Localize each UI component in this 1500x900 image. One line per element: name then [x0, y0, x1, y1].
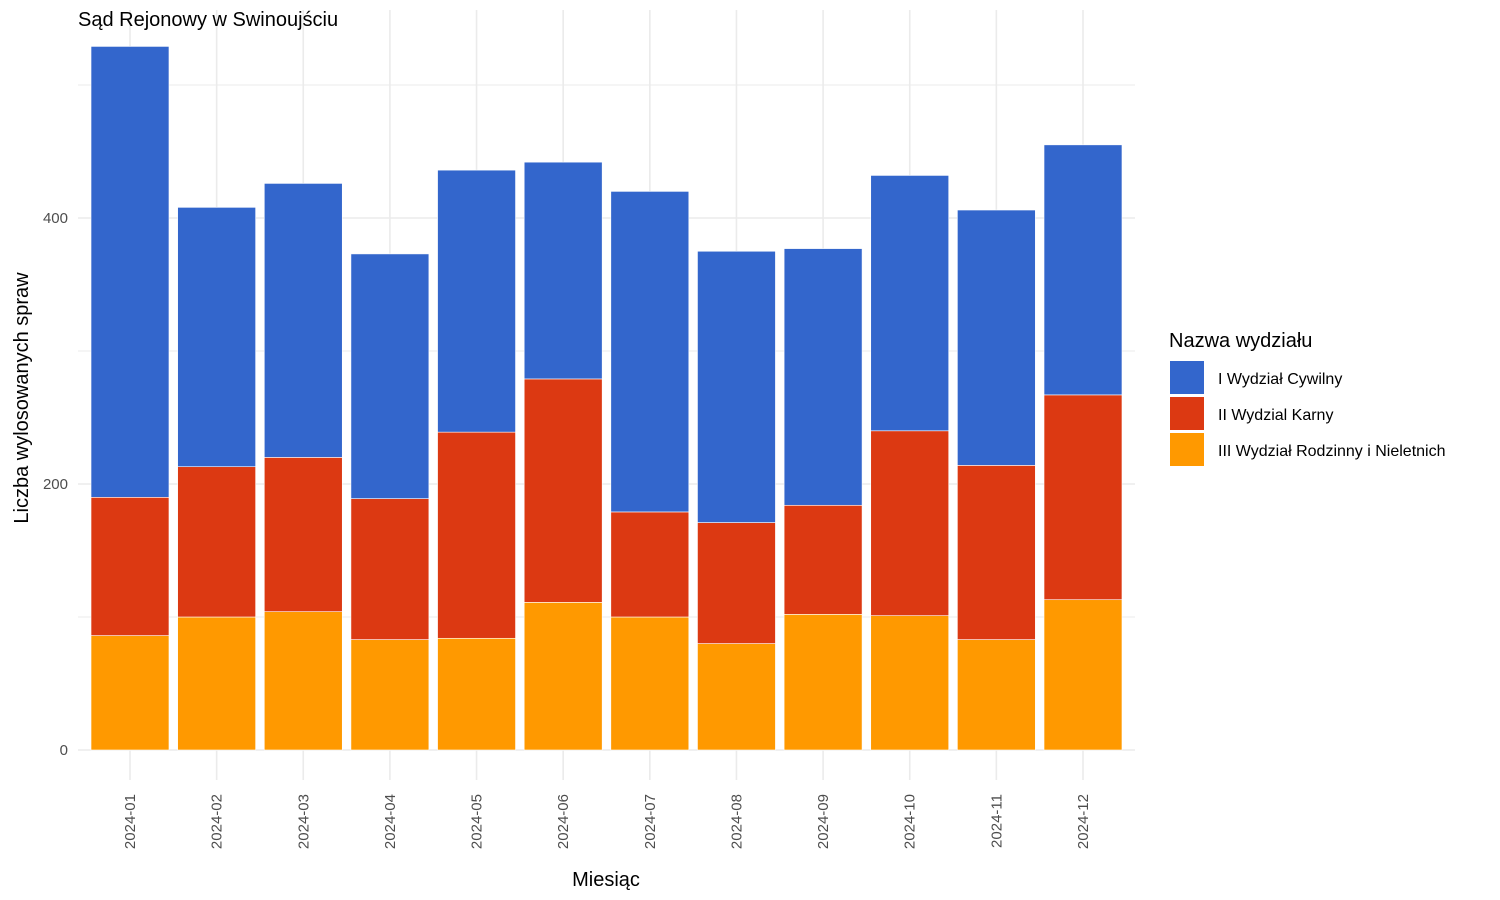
- bar-segment: [177, 207, 256, 468]
- bar-segment: [263, 457, 343, 612]
- x-tick-label: 2024-05: [469, 794, 486, 849]
- bar-segment: [90, 46, 170, 498]
- bar-segment: [957, 639, 1036, 751]
- bar-segment: [437, 637, 516, 751]
- x-axis-ticks: 2024-01 2024-02 2024-03 2024-04 2024-05 2024-…: [122, 794, 1092, 849]
- x-tick-label: 2024-01: [122, 794, 139, 849]
- bar-segment: [90, 635, 170, 751]
- legend-label: III Wydział Rodzinny i Nieletnich: [1218, 443, 1446, 460]
- x-tick-label: 2024-07: [642, 794, 659, 849]
- bar-segment: [90, 496, 170, 636]
- bar-segment: [177, 616, 256, 751]
- x-tick-label: 2024-08: [728, 794, 745, 849]
- bar-segment: [610, 511, 690, 618]
- bar-segment: [870, 430, 950, 616]
- bar-segment: [263, 183, 343, 458]
- x-tick-label: 2024-11: [988, 794, 1005, 848]
- legend: Nazwa wydziału I Wydział Cywilny II Wydzi…: [1169, 330, 1446, 466]
- x-tick-label: 2024-12: [1075, 794, 1092, 849]
- bar-segment: [783, 614, 863, 751]
- bar-segment: [610, 191, 690, 513]
- y-tick-label: 200: [43, 476, 68, 493]
- bar-segment: [957, 465, 1036, 640]
- legend-swatch: [1170, 397, 1204, 430]
- bar-segment: [177, 466, 256, 618]
- bar-segment: [437, 169, 516, 433]
- bar-segment: [957, 209, 1036, 466]
- x-tick-label: 2024-06: [555, 794, 572, 849]
- legend-label: II Wydzial Karny: [1218, 407, 1333, 424]
- legend-label: I Wydział Cywilny: [1218, 371, 1342, 388]
- bar-segment: [697, 250, 776, 523]
- bar-segment: [350, 498, 430, 640]
- legend-title: Nazwa wydziału: [1169, 330, 1312, 352]
- bar-segment: [1043, 599, 1123, 751]
- bar-segment: [870, 615, 950, 751]
- bar-segment: [1043, 144, 1123, 396]
- x-tick-label: 2024-02: [209, 794, 226, 849]
- bar-segment: [523, 378, 603, 603]
- bar-segment: [350, 253, 430, 499]
- y-axis-ticks: 0 200 400: [43, 210, 68, 759]
- bar-segment: [523, 602, 603, 751]
- bar-segment: [783, 248, 863, 506]
- bar-segment: [263, 611, 343, 751]
- x-tick-label: 2024-03: [295, 794, 312, 849]
- bars: [90, 46, 1123, 751]
- bar-segment: [1043, 394, 1123, 601]
- y-axis-title: Liczba wylosowanych spraw: [11, 272, 33, 524]
- bar-segment: [783, 504, 863, 615]
- legend-swatch: [1170, 433, 1204, 466]
- y-tick-label: 0: [60, 742, 68, 759]
- x-axis-title: Miesiąc: [572, 869, 640, 891]
- y-tick-label: 400: [43, 210, 68, 227]
- bar-segment: [350, 639, 430, 751]
- bar-segment: [437, 431, 516, 639]
- legend-swatch: [1170, 361, 1204, 394]
- bar-segment: [870, 175, 950, 432]
- bar-segment: [697, 643, 776, 751]
- x-tick-label: 2024-09: [815, 794, 832, 849]
- bar-segment: [610, 616, 690, 751]
- x-tick-label: 2024-10: [902, 794, 919, 849]
- bar-segment: [523, 161, 603, 380]
- chart-title: Sąd Rejonowy w Swinoujściu: [78, 9, 338, 31]
- x-tick-label: 2024-04: [382, 794, 399, 849]
- bar-segment: [697, 522, 776, 644]
